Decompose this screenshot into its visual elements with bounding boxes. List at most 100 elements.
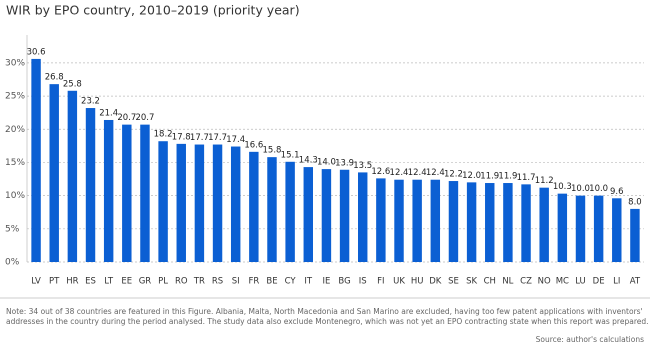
x-tick-label: LV	[31, 277, 41, 287]
y-tick-label: 20%	[5, 125, 25, 135]
bar	[593, 195, 604, 262]
value-label: 13.5	[353, 161, 372, 171]
value-label: 12.2	[444, 170, 463, 180]
x-tick-label: CZ	[520, 277, 532, 287]
bar	[539, 187, 549, 262]
x-tick-label: HU	[411, 277, 424, 287]
bar	[303, 167, 313, 262]
note: addresses in the country during the peri…	[6, 317, 649, 326]
value-label: 10.0	[589, 184, 608, 194]
y-tick-label: 0%	[5, 258, 20, 268]
bar	[521, 184, 531, 262]
bar	[158, 141, 168, 262]
value-label: 16.6	[244, 140, 263, 150]
x-tick-label: AT	[630, 277, 641, 287]
bar	[503, 183, 513, 262]
value-label: 11.2	[535, 176, 554, 186]
value-label: 18.2	[154, 130, 173, 140]
value-label: 9.6	[610, 187, 624, 197]
x-tick-label: MC	[556, 277, 569, 287]
value-label: 21.4	[99, 108, 118, 118]
bar	[466, 182, 477, 262]
bar	[49, 84, 59, 263]
value-label: 10.0	[571, 184, 590, 194]
y-tick-label: 15%	[5, 158, 25, 168]
x-tick-label: LU	[575, 277, 586, 287]
x-tick-label: DE	[593, 277, 605, 287]
value-label: 11.9	[498, 172, 517, 182]
bar	[249, 151, 259, 262]
value-label: 26.8	[45, 73, 64, 83]
bar	[176, 143, 186, 262]
bar	[358, 172, 368, 262]
bar	[557, 193, 568, 262]
bar	[212, 144, 223, 262]
x-tick-label: PT	[49, 277, 60, 287]
x-tick-label: CY	[285, 277, 297, 287]
bar	[140, 124, 150, 262]
value-label: 12.4	[426, 168, 445, 178]
x-tick-label: SI	[232, 277, 240, 287]
x-tick-label: RO	[175, 277, 188, 287]
value-label: 13.9	[335, 158, 354, 168]
x-tick-label: IS	[359, 277, 367, 287]
bar	[376, 178, 386, 262]
value-label: 12.0	[462, 171, 481, 181]
bar	[430, 179, 441, 262]
x-tick-label: SK	[466, 277, 477, 287]
x-tick-label: NL	[502, 277, 513, 287]
value-label: 15.8	[263, 146, 282, 156]
bar	[267, 157, 277, 262]
x-tick-label: GR	[139, 277, 152, 287]
value-label: 12.4	[408, 168, 427, 178]
x-tick-label: HR	[66, 277, 78, 287]
x-tick-label: IE	[322, 277, 330, 287]
bar	[103, 119, 114, 263]
value-label: 10.3	[553, 182, 572, 192]
bar	[194, 144, 205, 262]
bar	[31, 58, 41, 262]
value-label: 11.9	[480, 172, 499, 182]
x-tick-label: LI	[613, 277, 620, 287]
bar	[448, 181, 459, 262]
value-label: 8.0	[628, 197, 642, 207]
x-tick-label: TR	[193, 277, 205, 287]
value-label: 20.7	[135, 113, 154, 123]
bar	[285, 161, 295, 262]
source: Source: author's calculations	[536, 335, 644, 344]
y-tick-label: 25%	[5, 92, 25, 102]
x-tick-label: LT	[104, 277, 114, 287]
x-tick-label: BE	[266, 277, 277, 287]
value-label: 14.3	[299, 156, 318, 166]
y-tick-label: 30%	[5, 58, 25, 68]
value-label: 17.7	[190, 133, 209, 143]
x-tick-label: RS	[212, 277, 223, 287]
x-tick-label: IT	[304, 277, 313, 287]
chart-title: WIR by EPO country, 2010–2019 (priority …	[6, 3, 300, 18]
x-tick-label: FI	[377, 277, 384, 287]
value-label: 14.0	[317, 158, 336, 168]
bar	[394, 179, 404, 262]
x-tick-label: PL	[158, 277, 168, 287]
bar	[230, 146, 241, 262]
value-label: 30.6	[27, 47, 46, 57]
bar	[122, 124, 132, 262]
x-tick-label: BG	[338, 277, 350, 287]
x-tick-label: EE	[121, 277, 132, 287]
x-tick-label: CH	[484, 277, 496, 287]
bar	[321, 169, 332, 262]
value-label: 17.7	[208, 133, 227, 143]
note: Note: 34 out of 38 countries are feature…	[6, 307, 643, 316]
x-tick-label: DK	[429, 277, 442, 287]
value-label: 12.4	[390, 168, 409, 178]
value-label: 15.1	[281, 150, 300, 160]
x-tick-label: UK	[393, 277, 405, 287]
value-label: 23.2	[81, 97, 100, 107]
value-label: 17.8	[172, 132, 191, 142]
bar	[67, 90, 78, 262]
bar	[575, 195, 586, 262]
x-tick-label: SE	[448, 277, 459, 287]
value-label: 12.6	[371, 167, 390, 177]
x-tick-label: FR	[248, 277, 259, 287]
